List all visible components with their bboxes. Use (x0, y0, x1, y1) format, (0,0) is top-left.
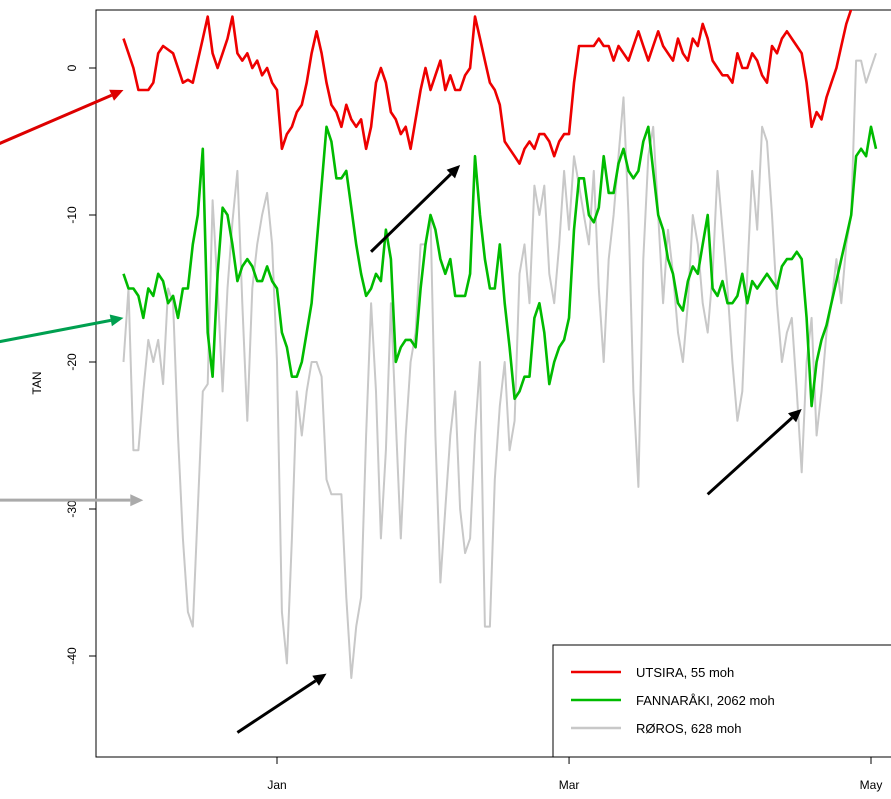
y-axis-title: TAN (30, 371, 44, 394)
x-tick-label: Mar (559, 778, 580, 792)
annotation-arrow (0, 89, 124, 145)
annotation-arrow (0, 314, 124, 344)
annotation-arrow (370, 165, 461, 253)
annotation-arrow (706, 409, 802, 496)
series-line-utsira (122, 10, 853, 165)
legend-label: UTSIRA, 55 moh (636, 665, 734, 680)
series-lines (122, 10, 878, 679)
arrow-shaft (236, 679, 317, 734)
annotation-arrow (236, 673, 327, 734)
y-tick-label: 0 (65, 64, 79, 71)
arrow-head (109, 89, 124, 101)
legend: UTSIRA, 55 moh FANNARÅKI, 2062 moh RØROS, … (552, 644, 891, 758)
plot-border (95, 9, 891, 758)
y-tick-label: -40 (65, 647, 79, 665)
arrow-head (109, 314, 124, 327)
arrow-head (130, 494, 144, 507)
arrow-head (788, 409, 802, 423)
series-line-roros (122, 52, 877, 679)
annotation-arrow (0, 494, 144, 507)
arrow-head (446, 165, 461, 179)
legend-label: FANNARÅKI, 2062 moh (636, 693, 775, 708)
arrow-shaft (0, 93, 113, 145)
series-line-fannaraki (122, 125, 878, 408)
axes: 0 -10 -20 -30 -40 Jan Mar May TAN (30, 64, 882, 792)
plot-frame (95, 9, 891, 758)
x-tick-label: May (860, 778, 883, 792)
legend-item-fannaraki: FANNARÅKI, 2062 moh (571, 693, 775, 708)
y-tick-label: -20 (65, 353, 79, 371)
y-tick-label: -10 (65, 206, 79, 224)
arrow-shaft (706, 416, 794, 496)
legend-item-roros: RØROS, 628 moh (571, 721, 742, 736)
legend-label: RØROS, 628 moh (636, 721, 742, 736)
arrow-shaft (0, 318, 112, 344)
annotation-arrows (0, 89, 802, 734)
legend-item-utsira: UTSIRA, 55 moh (571, 665, 734, 680)
x-tick-label: Jan (267, 778, 286, 792)
arrow-shaft (370, 173, 452, 253)
arrow-head (312, 673, 327, 686)
y-tick-label: -30 (65, 500, 79, 518)
